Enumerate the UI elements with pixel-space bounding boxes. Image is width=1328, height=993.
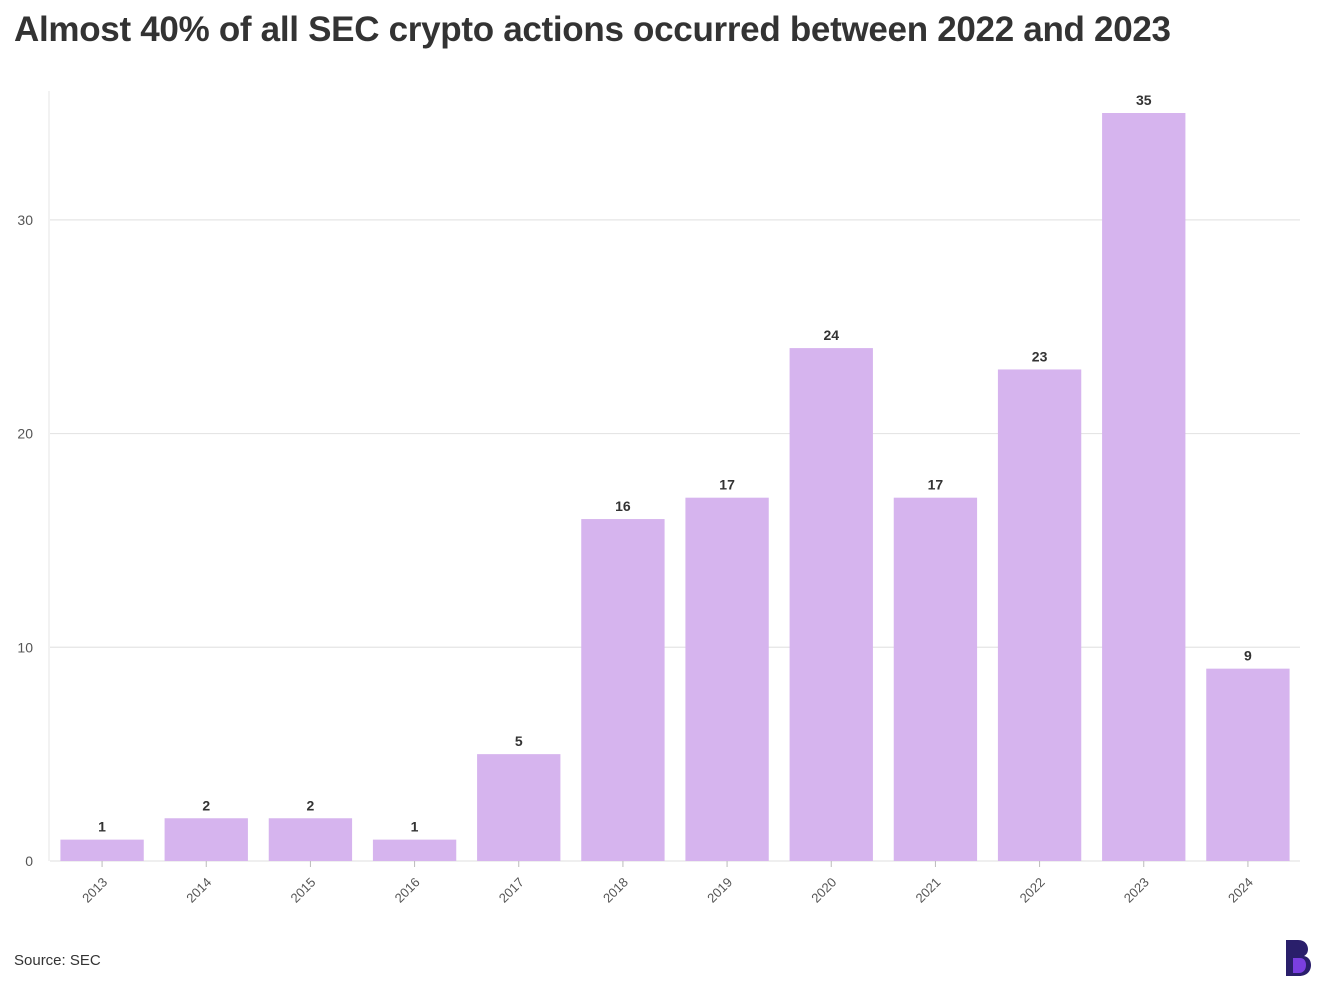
- x-axis-ticks: 2013 2014 2015 2016 2017 2018 2019 2020 2021 2022…: [79, 861, 1256, 906]
- y-tick-label-10: 10: [17, 639, 33, 655]
- bar-2016: [372, 839, 457, 861]
- bar-value-label-2024: 9: [1244, 648, 1252, 664]
- x-tick-label-2019: 2019: [704, 875, 735, 906]
- x-tick-label-2020: 2020: [808, 875, 839, 906]
- bar-2019: [685, 497, 769, 861]
- bar-2022: [997, 369, 1082, 861]
- bar-2020: [789, 348, 873, 862]
- x-tick-label-2015: 2015: [287, 875, 318, 906]
- bar-2015: [268, 818, 353, 861]
- bar-2013: [60, 839, 144, 861]
- source-note: Source: SEC: [14, 952, 101, 969]
- bar-2014: [164, 818, 248, 861]
- bar-value-label-2020: 24: [823, 327, 839, 343]
- bar-value-label-2018: 16: [615, 498, 631, 514]
- gridlines: [50, 219, 1300, 862]
- x-tick-label-2017: 2017: [496, 875, 527, 906]
- y-tick-label-0: 0: [25, 853, 33, 869]
- bar-value-label-2022: 23: [1032, 348, 1048, 364]
- bar-value-label-2016: 1: [411, 819, 419, 835]
- x-tick-label-2013: 2013: [79, 875, 110, 906]
- bar-value-label-2023: 35: [1136, 92, 1152, 108]
- bar-2021: [893, 497, 978, 861]
- x-tick-label-2018: 2018: [600, 875, 631, 906]
- chart-title: Almost 40% of all SEC crypto actions occ…: [14, 10, 1171, 49]
- x-tick-label-2022: 2022: [1017, 875, 1048, 906]
- y-tick-label-30: 30: [17, 212, 33, 228]
- y-tick-label-20: 20: [17, 426, 33, 442]
- bar-2023: [1102, 113, 1186, 861]
- bar-value-label-2014: 2: [202, 797, 210, 813]
- x-tick-label-2024: 2024: [1225, 875, 1256, 906]
- brand-b-logo-icon: [1286, 940, 1311, 976]
- bar-value-label-2021: 17: [928, 477, 944, 493]
- bars: [60, 113, 1290, 862]
- bar-2024: [1206, 668, 1290, 861]
- x-tick-label-2016: 2016: [392, 875, 423, 906]
- bar-value-label-2013: 1: [98, 819, 106, 835]
- bar-2018: [581, 519, 665, 861]
- bar-value-label-2019: 17: [719, 477, 735, 493]
- bar-2017: [477, 754, 561, 861]
- bar-value-label-2015: 2: [307, 797, 315, 813]
- x-tick-label-2023: 2023: [1121, 875, 1152, 906]
- x-tick-label-2014: 2014: [183, 875, 214, 906]
- bar-value-label-2017: 5: [515, 733, 523, 749]
- y-axis-ticks: 0 10 20 30: [17, 212, 33, 869]
- x-tick-label-2021: 2021: [912, 875, 943, 906]
